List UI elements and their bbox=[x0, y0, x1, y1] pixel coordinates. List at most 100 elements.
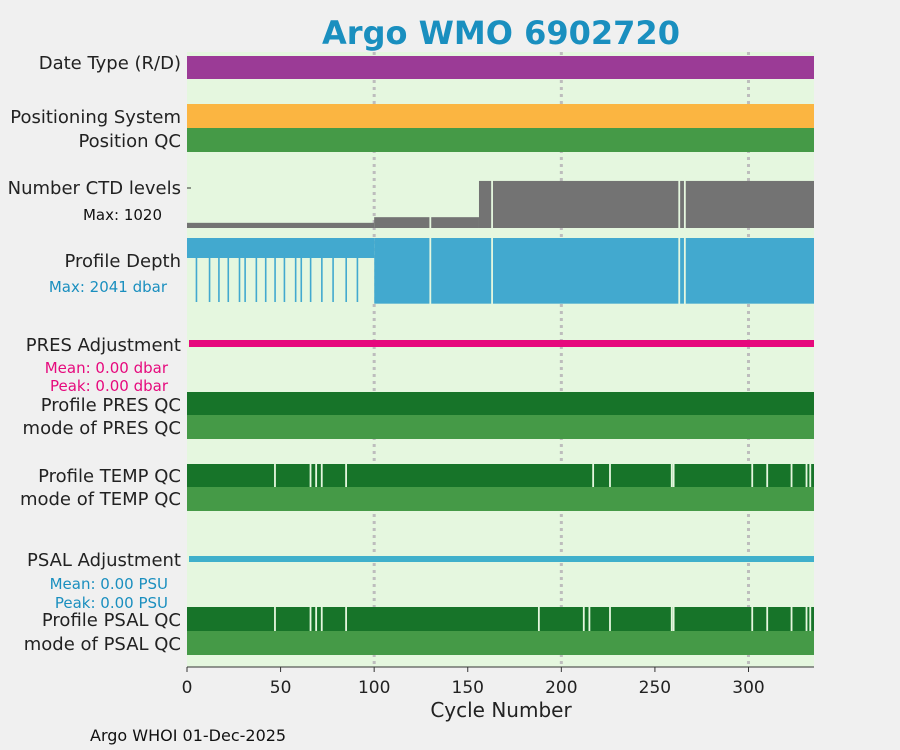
qc-gap-cycle-66 bbox=[309, 464, 312, 487]
band-mode-of-psal-qc bbox=[187, 631, 814, 655]
qc-gap-cycle-331 bbox=[805, 607, 808, 631]
profile-depth-cycle-91 bbox=[356, 258, 359, 302]
qc-gap-cycle-188 bbox=[537, 607, 540, 631]
max-label-number-ctd-levels: Max: 1020 bbox=[83, 206, 162, 224]
qc-gap-cycle-310 bbox=[766, 607, 769, 631]
row-positioning-system bbox=[187, 104, 814, 128]
bar-gap-cycle-130 bbox=[429, 238, 432, 304]
qc-gap-cycle-331 bbox=[805, 464, 808, 487]
band-profile-pres-qc bbox=[187, 392, 814, 415]
profile-depth-cycle-47 bbox=[274, 258, 276, 302]
x-ticks: 0 50 100 150 200 250 300 bbox=[182, 667, 765, 698]
qc-gap-cycle-259 bbox=[670, 464, 673, 487]
row-mode-of-temp-qc bbox=[187, 487, 814, 511]
chart-title: Argo WMO 6902720 bbox=[322, 14, 680, 52]
x-tick-label-0: 0 bbox=[182, 678, 193, 698]
qc-gap-cycle-302 bbox=[751, 607, 754, 631]
profile-depth-cycle-31 bbox=[244, 258, 246, 302]
profile-depth-cycle-5 bbox=[195, 258, 198, 302]
band-profile-psal-qc bbox=[187, 607, 814, 631]
row-profile-depth bbox=[187, 238, 814, 304]
qc-gap-cycle-69 bbox=[315, 464, 318, 487]
profile-depth-cycle-58 bbox=[294, 258, 297, 302]
row-labels: Date Type (R/D) Positioning System Positio… bbox=[8, 53, 181, 655]
row-profile-temp-qc bbox=[187, 464, 814, 487]
qc-gap-cycle-47 bbox=[274, 464, 276, 487]
x-tick-label-100: 100 bbox=[358, 678, 390, 698]
bar-gap-cycle-130 bbox=[429, 176, 432, 228]
band-mode-of-temp-qc bbox=[187, 487, 814, 511]
adjustment-line-pres-adjustment bbox=[189, 340, 814, 347]
qc-gap-cycle-310 bbox=[766, 464, 769, 487]
data-bands bbox=[187, 56, 814, 655]
bar-gap-cycle-266 bbox=[683, 238, 686, 304]
band-position-qc bbox=[187, 128, 814, 152]
plot-area bbox=[187, 52, 814, 667]
bar-gap-cycle-263 bbox=[678, 176, 681, 228]
qc-gap-cycle-85 bbox=[345, 607, 347, 631]
gridlines bbox=[372, 52, 750, 667]
row-label-mode-of-temp-qc: mode of TEMP QC bbox=[20, 489, 181, 510]
profile-depth-cycle-22 bbox=[227, 258, 230, 302]
profile-depth-cycle-66 bbox=[309, 258, 312, 302]
qc-gap-cycle-333 bbox=[809, 464, 812, 487]
qc-gap-cycle-69 bbox=[315, 607, 318, 631]
peak-label-psal-adjustment: Peak: 0.00 PSU bbox=[55, 594, 168, 612]
bar-gap-cycle-263 bbox=[678, 238, 681, 304]
profile-depth-cycle-78 bbox=[332, 258, 334, 302]
profile-depth-cycle-28 bbox=[238, 258, 241, 302]
x-axis: 0 50 100 150 200 250 300 bbox=[182, 666, 814, 698]
profile-depth-cycle-61 bbox=[300, 258, 303, 302]
ctd-levels-cycles-1-100 bbox=[187, 222, 375, 228]
profile-depth-cycle-17 bbox=[218, 258, 220, 302]
profile-depth-cycles-101-335 bbox=[374, 238, 814, 304]
profile-depth-cycle-37 bbox=[255, 258, 258, 302]
band-profile-temp-qc bbox=[187, 464, 814, 487]
band-mode-of-pres-qc bbox=[187, 415, 814, 439]
row-label-profile-psal-qc: Profile PSAL QC bbox=[42, 610, 181, 631]
qc-gap-cycle-72 bbox=[320, 607, 323, 631]
qc-gap-cycle-226 bbox=[609, 607, 611, 631]
qc-gap-cycle-302 bbox=[751, 464, 754, 487]
row-psal-adjustment bbox=[189, 556, 814, 562]
qc-gap-cycle-217 bbox=[592, 464, 595, 487]
row-label-profile-temp-qc: Profile TEMP QC bbox=[38, 466, 181, 487]
row-label-number-ctd-levels: Number CTD levels bbox=[8, 178, 181, 199]
row-label-psal-adjustment: PSAL Adjustment bbox=[27, 550, 181, 571]
row-date-type-r-d bbox=[187, 56, 814, 79]
qc-gap-cycle-85 bbox=[345, 464, 347, 487]
mean-label-pres-adjustment: Mean: 0.00 dbar bbox=[45, 359, 169, 377]
qc-gap-cycle-215 bbox=[588, 607, 591, 631]
band-positioning-system bbox=[187, 104, 814, 128]
qc-gap-cycle-260 bbox=[672, 607, 675, 631]
profile-depth-cycle-12 bbox=[208, 258, 211, 302]
x-tick-label-50: 50 bbox=[270, 678, 292, 698]
adjustment-line-psal-adjustment bbox=[189, 556, 814, 562]
row-label-mode-of-pres-qc: mode of PRES QC bbox=[23, 418, 181, 439]
qc-gap-cycle-259 bbox=[670, 607, 673, 631]
max-label-profile-depth: Max: 2041 dbar bbox=[49, 278, 168, 296]
peak-label-pres-adjustment: Peak: 0.00 dbar bbox=[50, 377, 169, 395]
qc-gap-cycle-72 bbox=[320, 464, 323, 487]
row-profile-psal-qc bbox=[187, 607, 814, 631]
x-tick-label-150: 150 bbox=[452, 678, 484, 698]
row-label-pres-adjustment: PRES Adjustment bbox=[26, 335, 181, 356]
row-label-mode-of-psal-qc: mode of PSAL QC bbox=[24, 634, 181, 655]
profile-depth-cycle-52 bbox=[283, 258, 286, 302]
profile-depth-cycle-85 bbox=[345, 258, 347, 302]
qc-gap-cycle-212 bbox=[582, 607, 585, 631]
x-axis-label: Cycle Number bbox=[430, 698, 572, 722]
row-label-positioning-system: Positioning System bbox=[10, 107, 181, 128]
qc-gap-cycle-323 bbox=[790, 464, 793, 487]
bar-gap-cycle-163 bbox=[491, 176, 493, 228]
ctd-levels-cycles-157-335 bbox=[478, 180, 814, 228]
qc-gap-cycle-260 bbox=[672, 464, 675, 487]
bar-gap-cycle-163 bbox=[491, 238, 493, 304]
row-mode-of-psal-qc bbox=[187, 631, 814, 655]
qc-gap-cycle-47 bbox=[274, 607, 276, 631]
row-position-qc bbox=[187, 128, 814, 152]
mean-label-psal-adjustment: Mean: 0.00 PSU bbox=[50, 575, 168, 593]
ctd-levels-cycles-101-156 bbox=[374, 217, 479, 228]
row-label-position-qc: Position QC bbox=[78, 131, 181, 152]
